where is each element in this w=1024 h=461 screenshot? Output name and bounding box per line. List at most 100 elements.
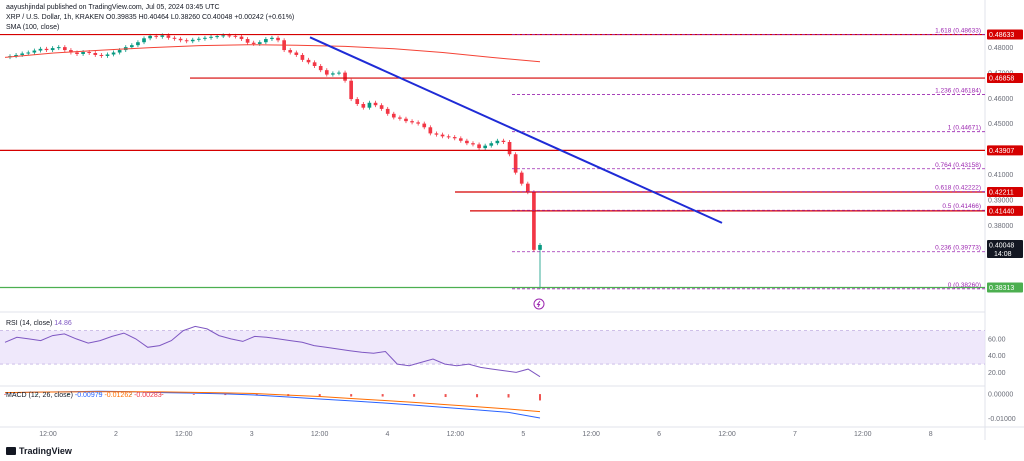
- rsi-line: [4, 325, 541, 378]
- x-tick-label: 2: [114, 431, 118, 438]
- macd-legend-value: -0.00979: [74, 392, 103, 399]
- candle-body: [63, 47, 67, 51]
- candle-body: [99, 54, 104, 56]
- rsi-axis-tick: 40.00: [988, 353, 1006, 360]
- macd-histogram-bar: [476, 394, 479, 398]
- x-tick-label: 3: [250, 431, 254, 438]
- candle-body: [489, 143, 494, 146]
- candle-body: [245, 39, 250, 43]
- macd-legend-label: MACD (12, 26, close): [6, 392, 73, 399]
- price-axis-label: 0.46858: [989, 76, 1014, 83]
- candle-body: [117, 50, 122, 53]
- macd-histogram-bar: [35, 394, 38, 395]
- price-axis-tick: 0.38000: [988, 223, 1013, 230]
- price-axis-label: 0.48633: [989, 32, 1014, 39]
- candle-body: [324, 70, 329, 75]
- x-tick-label: 12:00: [718, 431, 736, 438]
- macd-axis-tick: -0.01000: [988, 416, 1016, 423]
- candle-body: [428, 127, 433, 134]
- candle-body: [148, 35, 152, 39]
- candle-body: [32, 50, 37, 53]
- x-tick-label: 8: [929, 431, 933, 438]
- candle-body: [239, 36, 244, 40]
- candle-body: [75, 52, 79, 54]
- candle-body: [385, 108, 390, 114]
- x-tick-label: 12:00: [311, 431, 329, 438]
- candle-body: [501, 140, 506, 142]
- candle-body: [318, 65, 323, 71]
- candle-body: [160, 35, 165, 37]
- macd-legend-signal: -0.01262: [104, 392, 133, 399]
- candle-body: [446, 136, 451, 138]
- candle-body: [276, 37, 280, 41]
- macd-signal-line: [4, 391, 541, 413]
- candle-body: [337, 72, 341, 74]
- macd-histogram-bar: [381, 394, 384, 397]
- macd-histogram-bar: [66, 393, 69, 395]
- candle-body: [288, 50, 293, 53]
- candle-body: [312, 62, 317, 66]
- publisher-line: aayushjindal published on TradingView.co…: [6, 4, 220, 11]
- candle-body: [343, 72, 347, 81]
- candle-body: [184, 40, 189, 42]
- macd-histogram-bar: [444, 394, 447, 398]
- rsi-legend-value: 14.86: [54, 320, 72, 327]
- price-axis-tick: 0.41000: [988, 172, 1013, 179]
- candle-body: [190, 39, 195, 42]
- rsi-legend: RSI (14, close) 14.86: [6, 320, 72, 327]
- price-axis-label-box: [987, 73, 1023, 84]
- candle-body: [355, 99, 360, 104]
- candle-body: [440, 134, 445, 137]
- candle-body: [513, 154, 518, 173]
- candle-body: [410, 121, 414, 123]
- price-axis-label-box: [987, 282, 1023, 293]
- x-tick-label: 7: [793, 431, 797, 438]
- bar-countdown: 14:08: [994, 251, 1012, 258]
- macd-histogram-bar: [539, 394, 541, 401]
- candle-body: [519, 172, 524, 184]
- candle-body: [331, 73, 335, 75]
- macd-axis-tick: 0.00000: [988, 392, 1013, 399]
- candle-body: [416, 122, 420, 124]
- candle-body: [56, 47, 61, 49]
- rsi-band: [0, 330, 985, 365]
- candle-body: [26, 52, 31, 54]
- price-axis-label-box: [987, 186, 1023, 197]
- price-axis-label: 0.38313: [989, 285, 1014, 292]
- x-tick-label: 12:00: [582, 431, 600, 438]
- candle-body: [294, 52, 299, 55]
- rsi-legend-label: RSI (14, close): [6, 320, 53, 327]
- candle-body: [209, 36, 213, 38]
- lightning-icon: [536, 300, 541, 308]
- candle-body: [257, 42, 262, 44]
- macd-histogram-bar: [350, 394, 353, 397]
- x-tick-label: 6: [657, 431, 661, 438]
- price-axis-tick: 0.46000: [988, 96, 1013, 103]
- candle-body: [404, 118, 408, 122]
- candle-body: [154, 35, 159, 37]
- tradingview-logo-icon: [6, 447, 16, 455]
- price-axis-tick: 0.39000: [988, 197, 1013, 204]
- price-axis-tick: 0.45000: [988, 121, 1013, 128]
- price-axis-label: 0.41440: [989, 208, 1014, 215]
- macd-histogram-bar: [413, 394, 416, 397]
- macd-histogram-bar: [129, 394, 132, 395]
- price-axis-tick: 0.48000: [988, 45, 1013, 52]
- candle-body: [270, 37, 274, 40]
- candle-body: [349, 80, 353, 100]
- macd-histogram-bar: [192, 394, 195, 395]
- price-axis-label: 0.42211: [989, 189, 1014, 196]
- sma-100-line: [4, 44, 541, 63]
- fib-level-label: 0.618 (0.42222): [935, 185, 981, 192]
- candle-body: [398, 117, 402, 119]
- candle-body: [379, 105, 384, 109]
- macd-legend-hist: -0.00283: [134, 392, 162, 399]
- candle-body: [105, 54, 110, 56]
- fib-level-label: 0 (0.38260): [948, 282, 981, 289]
- candle-body: [538, 244, 542, 250]
- candle-body: [14, 54, 18, 57]
- sma-legend-label: SMA (100, close): [6, 24, 60, 31]
- candle-body: [142, 38, 146, 43]
- candle-body: [367, 102, 372, 108]
